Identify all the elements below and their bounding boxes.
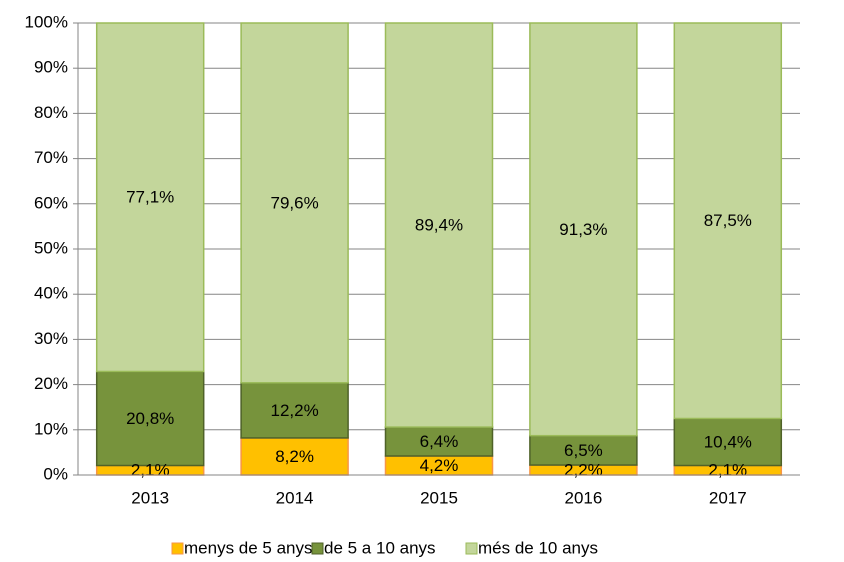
data-label: 6,4% <box>420 432 459 451</box>
y-tick-label: 70% <box>34 148 68 167</box>
y-tick-label: 0% <box>43 464 68 483</box>
legend-swatch <box>465 542 478 555</box>
y-tick-label: 10% <box>34 419 68 438</box>
data-label: 79,6% <box>270 193 318 212</box>
y-tick-label: 100% <box>25 12 68 31</box>
data-label: 10,4% <box>704 432 752 451</box>
x-tick-label: 2014 <box>276 488 314 507</box>
y-tick-label: 80% <box>34 103 68 122</box>
data-label: 91,3% <box>559 220 607 239</box>
data-label: 20,8% <box>126 409 174 428</box>
legend-swatch <box>171 542 184 555</box>
data-label: 2,1% <box>708 461 747 480</box>
y-tick-label: 50% <box>34 238 68 257</box>
data-label: 12,2% <box>270 401 318 420</box>
bar-segment <box>95 370 205 467</box>
legend-label: menys de 5 anys <box>184 538 313 557</box>
bar-segment <box>529 434 638 466</box>
bar-segment <box>240 437 349 476</box>
bar-segment <box>384 426 494 457</box>
y-tick-label: 60% <box>34 193 68 212</box>
x-tick-label: 2016 <box>564 488 602 507</box>
legend-label: de 5 a 10 anys <box>324 538 436 557</box>
legend-label: més de 10 anys <box>478 538 598 557</box>
data-label: 2,1% <box>131 461 170 480</box>
y-tick-label: 20% <box>34 374 68 393</box>
data-label: 4,2% <box>420 456 459 475</box>
data-label: 8,2% <box>275 447 314 466</box>
data-label: 89,4% <box>415 216 463 235</box>
data-label: 77,1% <box>126 188 174 207</box>
y-tick-label: 40% <box>34 284 68 303</box>
bar-segment <box>95 22 205 373</box>
x-tick-label: 2015 <box>420 488 458 507</box>
y-tick-label: 90% <box>34 58 68 77</box>
bar-segment <box>673 22 783 420</box>
bar-segment <box>529 22 638 437</box>
bar-segment <box>673 417 783 467</box>
x-tick-label: 2017 <box>709 488 747 507</box>
data-label: 87,5% <box>704 211 752 230</box>
data-label: 2,2% <box>564 461 603 480</box>
data-label: 6,5% <box>564 441 603 460</box>
bar-segment <box>240 22 349 384</box>
legend-swatch <box>311 542 324 555</box>
bar-segment <box>240 382 349 439</box>
bar-segment <box>384 22 494 428</box>
y-tick-label: 30% <box>34 329 68 348</box>
x-tick-label: 2013 <box>131 488 169 507</box>
